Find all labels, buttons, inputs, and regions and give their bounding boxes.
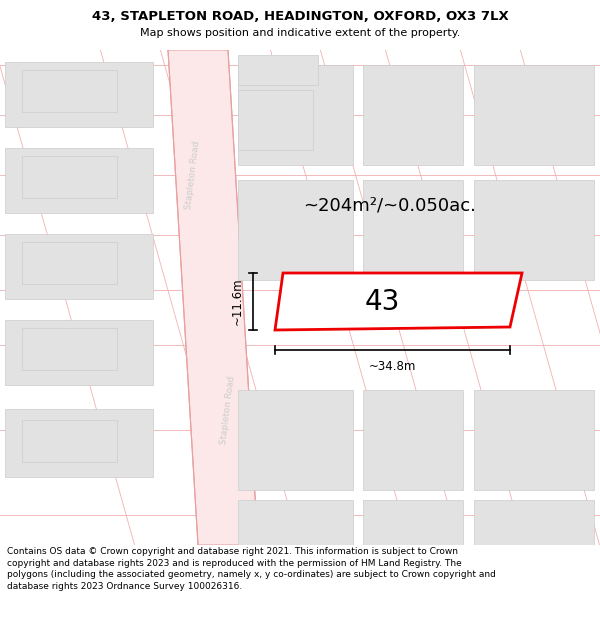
Text: ~34.8m: ~34.8m xyxy=(369,359,416,372)
Bar xyxy=(238,55,318,85)
Bar xyxy=(22,242,117,284)
Bar xyxy=(363,65,463,165)
Bar xyxy=(5,234,153,299)
Text: Map shows position and indicative extent of the property.: Map shows position and indicative extent… xyxy=(140,28,460,38)
Bar xyxy=(238,65,353,165)
Text: ~204m²/~0.050ac.: ~204m²/~0.050ac. xyxy=(304,196,476,214)
Text: Stapleton Road: Stapleton Road xyxy=(184,140,202,210)
Bar xyxy=(5,62,153,127)
Bar xyxy=(474,65,594,165)
Bar xyxy=(363,180,463,280)
Polygon shape xyxy=(168,50,258,545)
Bar xyxy=(5,320,153,385)
Bar xyxy=(474,500,594,545)
Bar xyxy=(238,90,313,150)
Bar xyxy=(22,156,117,198)
Bar xyxy=(5,148,153,213)
Text: 43: 43 xyxy=(365,288,400,316)
Text: Contains OS data © Crown copyright and database right 2021. This information is : Contains OS data © Crown copyright and d… xyxy=(7,548,496,591)
Bar xyxy=(474,390,594,490)
Text: ~11.6m: ~11.6m xyxy=(230,278,244,325)
Bar xyxy=(238,180,353,280)
Bar xyxy=(238,500,353,545)
Bar xyxy=(22,420,117,462)
Bar xyxy=(5,409,153,477)
Bar xyxy=(22,328,117,370)
Bar xyxy=(22,70,117,112)
Bar xyxy=(363,500,463,545)
Bar xyxy=(238,390,353,490)
Bar xyxy=(363,390,463,490)
Text: 43, STAPLETON ROAD, HEADINGTON, OXFORD, OX3 7LX: 43, STAPLETON ROAD, HEADINGTON, OXFORD, … xyxy=(92,10,508,23)
Text: Stapleton Road: Stapleton Road xyxy=(220,375,236,445)
Polygon shape xyxy=(275,273,522,330)
Bar xyxy=(474,180,594,280)
